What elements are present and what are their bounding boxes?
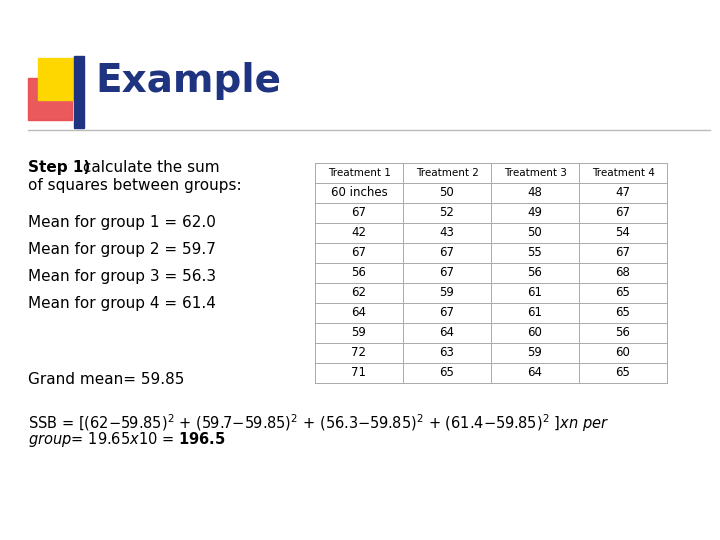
Text: Example: Example <box>95 62 281 100</box>
Text: 68: 68 <box>616 267 631 280</box>
Text: 67: 67 <box>439 246 454 260</box>
Text: Mean for group 2 = 59.7: Mean for group 2 = 59.7 <box>28 242 216 257</box>
Text: 72: 72 <box>351 347 366 360</box>
Text: 67: 67 <box>439 267 454 280</box>
Text: SSB = [(62$-$59.85)$^2$ + (59.7$-$59.85)$^2$ + (56.3$-$59.85)$^2$ + (61.4$-$59.8: SSB = [(62$-$59.85)$^2$ + (59.7$-$59.85)… <box>28 412 609 434</box>
Text: 65: 65 <box>616 287 631 300</box>
Text: Mean for group 1 = 62.0: Mean for group 1 = 62.0 <box>28 215 216 230</box>
Text: 67: 67 <box>351 246 366 260</box>
Text: 56: 56 <box>351 267 366 280</box>
Text: 55: 55 <box>528 246 542 260</box>
Text: 65: 65 <box>440 367 454 380</box>
Bar <box>28 78 72 120</box>
Text: 56: 56 <box>528 267 542 280</box>
Text: 52: 52 <box>440 206 454 219</box>
Text: Treatment 2: Treatment 2 <box>415 168 478 178</box>
Text: Step 1): Step 1) <box>28 160 90 175</box>
Text: 60 inches: 60 inches <box>330 186 387 199</box>
Text: 59: 59 <box>528 347 542 360</box>
Text: Treatment 3: Treatment 3 <box>503 168 567 178</box>
Text: 59: 59 <box>351 327 366 340</box>
Text: 61: 61 <box>528 287 542 300</box>
Text: 67: 67 <box>616 246 631 260</box>
Text: 62: 62 <box>351 287 366 300</box>
Text: 54: 54 <box>616 226 631 240</box>
Text: 56: 56 <box>616 327 631 340</box>
Text: 43: 43 <box>440 226 454 240</box>
Bar <box>38 58 82 100</box>
Bar <box>74 56 84 128</box>
Text: 65: 65 <box>616 307 631 320</box>
Text: 49: 49 <box>528 206 542 219</box>
Text: calculate the sum: calculate the sum <box>78 160 220 175</box>
Text: 64: 64 <box>528 367 542 380</box>
Text: 42: 42 <box>351 226 366 240</box>
Text: Grand mean= 59.85: Grand mean= 59.85 <box>28 372 184 387</box>
Text: 47: 47 <box>616 186 631 199</box>
Text: Treatment 4: Treatment 4 <box>592 168 654 178</box>
Text: 48: 48 <box>528 186 542 199</box>
Text: 71: 71 <box>351 367 366 380</box>
Text: 61: 61 <box>528 307 542 320</box>
Text: 67: 67 <box>616 206 631 219</box>
Text: Mean for group 4 = 61.4: Mean for group 4 = 61.4 <box>28 296 216 311</box>
Text: 59: 59 <box>440 287 454 300</box>
Text: Mean for group 3 = 56.3: Mean for group 3 = 56.3 <box>28 269 216 284</box>
Text: 64: 64 <box>351 307 366 320</box>
Text: 50: 50 <box>528 226 542 240</box>
Text: 67: 67 <box>351 206 366 219</box>
Text: 65: 65 <box>616 367 631 380</box>
Text: $\it{group}$= 19.65$\it{x10}$ = $\bf{196.5}$: $\it{group}$= 19.65$\it{x10}$ = $\bf{196… <box>28 430 225 449</box>
Text: 50: 50 <box>440 186 454 199</box>
Text: Treatment 1: Treatment 1 <box>328 168 390 178</box>
Text: 67: 67 <box>439 307 454 320</box>
Text: 63: 63 <box>440 347 454 360</box>
Text: 60: 60 <box>528 327 542 340</box>
Text: 60: 60 <box>616 347 631 360</box>
Text: of squares between groups:: of squares between groups: <box>28 178 242 193</box>
Text: 64: 64 <box>439 327 454 340</box>
